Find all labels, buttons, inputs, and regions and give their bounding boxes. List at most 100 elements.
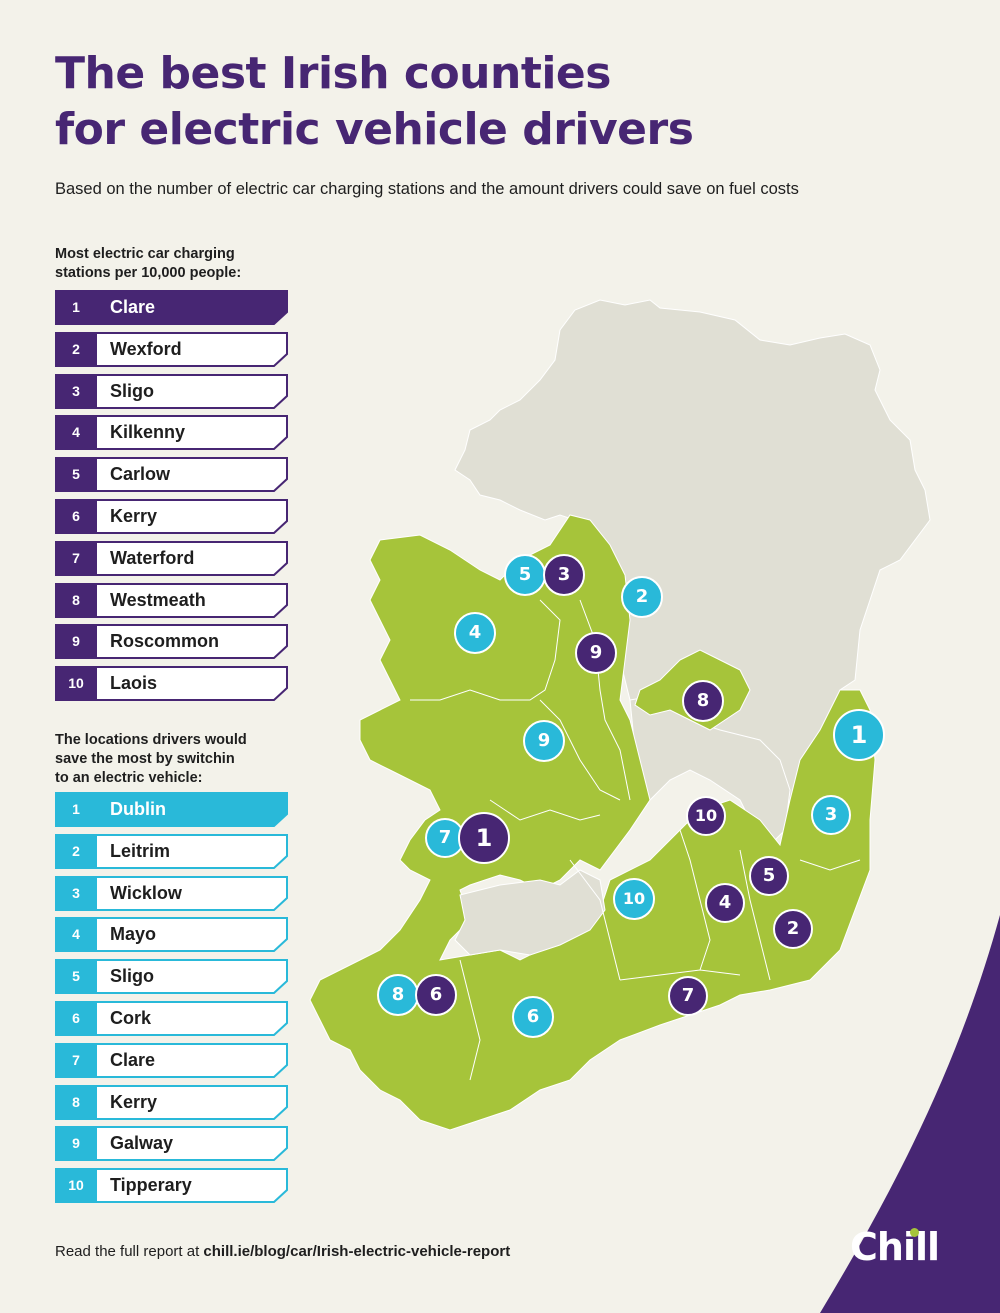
map-pin-waterford: 7 (668, 976, 708, 1016)
heading-line: save the most by switchin (55, 751, 235, 767)
rank-item: 3 Wicklow (55, 875, 288, 911)
charging-ranking-list: 1 Clare 2 Wexford 3 Sligo 4 Kilkenny 5 Carlow 6 Ker… (55, 290, 288, 708)
rank-number: 7 (72, 1051, 80, 1068)
map-pin-kilkenny: 4 (705, 883, 745, 923)
rank-item: 6 Cork (55, 1000, 288, 1036)
title-line-1: The best Irish counties (55, 48, 611, 99)
footer-report-link: Read the full report at chill.ie/blog/ca… (55, 1243, 510, 1260)
county-name: Clare (110, 297, 156, 317)
map-pin-cork: 6 (512, 996, 554, 1038)
subtitle: Based on the number of electric car char… (55, 180, 799, 198)
rank-number: 2 (72, 340, 80, 357)
map-pin-roscommon: 9 (575, 632, 617, 674)
county-name: Waterford (110, 547, 195, 568)
rank-item: 8 Kerry (55, 1084, 288, 1120)
county-name: Leitrim (110, 840, 171, 861)
heading-line: Most electric car charging (55, 246, 235, 262)
rank-item-frame (55, 833, 288, 869)
map-pin-dublin: 1 (833, 709, 885, 761)
map-pin-kerry: 6 (415, 974, 457, 1016)
rank-item: 9 Roscommon (55, 624, 288, 660)
county-name: Roscommon (110, 631, 220, 652)
rank-item: 4 Mayo (55, 917, 288, 953)
map-pin-galway: 9 (523, 720, 565, 762)
rank-item: 1 Dublin (55, 792, 288, 827)
county-name: Cork (110, 1007, 152, 1028)
rank-number: 4 (72, 424, 80, 441)
county-name: Mayo (110, 924, 157, 945)
rank-number: 6 (72, 1009, 80, 1026)
savings-ranking-list: 1 Dublin 2 Leitrim 3 Wicklow 4 Mayo 5 Sligo 6 Cork 7… (55, 792, 288, 1210)
rank-item-frame (55, 1168, 288, 1204)
rank-item-frame (55, 582, 288, 618)
map-pin-sligo: 3 (543, 554, 585, 596)
footer-prefix: Read the full report at (55, 1243, 204, 1260)
rank-number: 9 (72, 633, 80, 650)
heading-line: stations per 10,000 people: (55, 265, 242, 281)
rank-number: 8 (72, 591, 80, 608)
rank-item: 10 Tipperary (55, 1168, 288, 1204)
map-pin-leitrim: 2 (621, 576, 663, 618)
heading-line: The locations drivers would (55, 732, 247, 748)
rank-item: 8 Westmeath (55, 582, 288, 618)
rank-item: 9 Galway (55, 1126, 288, 1162)
rank-number: 10 (68, 675, 84, 692)
rank-number: 1 (72, 299, 80, 315)
map-region-grey-limerick (454, 869, 606, 956)
map-pin-tipperary: 10 (613, 878, 655, 920)
rank-number: 10 (68, 1177, 84, 1194)
rank-number: 3 (72, 884, 80, 901)
county-name: Sligo (110, 966, 154, 987)
rank-item-frame (55, 875, 288, 911)
rank-item-frame (55, 917, 288, 953)
rank-item-frame (55, 624, 288, 660)
rank-item-frame (55, 498, 288, 534)
map-pin-kerry: 8 (377, 974, 419, 1016)
rank-item-frame (55, 1126, 288, 1162)
county-name: Wicklow (110, 882, 182, 903)
rank-number: 8 (72, 1093, 80, 1110)
county-name: Sligo (110, 380, 154, 401)
rank-item-frame (55, 373, 288, 409)
rank-item-frame (55, 1000, 288, 1036)
map-region-green-west-south (309, 514, 876, 1131)
map-pin-westmeath: 8 (682, 680, 724, 722)
rank-item: 5 Sligo (55, 959, 288, 995)
map-pin-clare: 1 (458, 812, 510, 864)
rank-number: 7 (72, 549, 80, 566)
rank-number: 6 (72, 507, 80, 524)
rank-item: 4 Kilkenny (55, 415, 288, 451)
rank-item-frame (55, 959, 288, 995)
county-name: Wexford (110, 338, 182, 359)
rank-number: 9 (72, 1135, 80, 1152)
map-pin-mayo: 4 (454, 612, 496, 654)
county-name: Kerry (110, 505, 158, 526)
county-name: Kilkenny (110, 422, 186, 443)
rank-item: 3 Sligo (55, 373, 288, 409)
map-pin-laois: 10 (686, 796, 726, 836)
rank-item-frame (55, 1042, 288, 1078)
county-name: Galway (110, 1133, 174, 1154)
rank-item-frame (55, 415, 288, 451)
rank-number: 5 (72, 466, 80, 483)
charging-list-heading: Most electric car charging stations per … (55, 245, 295, 283)
rank-item: 7 Waterford (55, 540, 288, 576)
county-name: Laois (110, 673, 158, 694)
rank-item-frame (55, 457, 288, 493)
rank-item: 7 Clare (55, 1042, 288, 1078)
map-pin-wexford: 2 (773, 909, 813, 949)
county-name: Carlow (110, 464, 171, 485)
rank-number: 2 (72, 842, 80, 859)
rank-item: 5 Carlow (55, 457, 288, 493)
rank-item: 2 Wexford (55, 331, 288, 367)
page-title: The best Irish counties for electric veh… (55, 46, 694, 158)
county-name: Tipperary (110, 1175, 192, 1196)
county-borders (410, 599, 861, 1081)
title-line-2: for electric vehicle drivers (55, 104, 694, 155)
chill-logo: Chill (850, 1225, 940, 1269)
map-pin-sligo: 5 (504, 554, 546, 596)
report-link[interactable]: chill.ie/blog/car/Irish-electric-vehicle… (203, 1243, 511, 1260)
heading-line: to an electric vehicle: (55, 770, 203, 786)
rank-item-frame (55, 540, 288, 576)
logo-dot-icon (910, 1228, 919, 1237)
